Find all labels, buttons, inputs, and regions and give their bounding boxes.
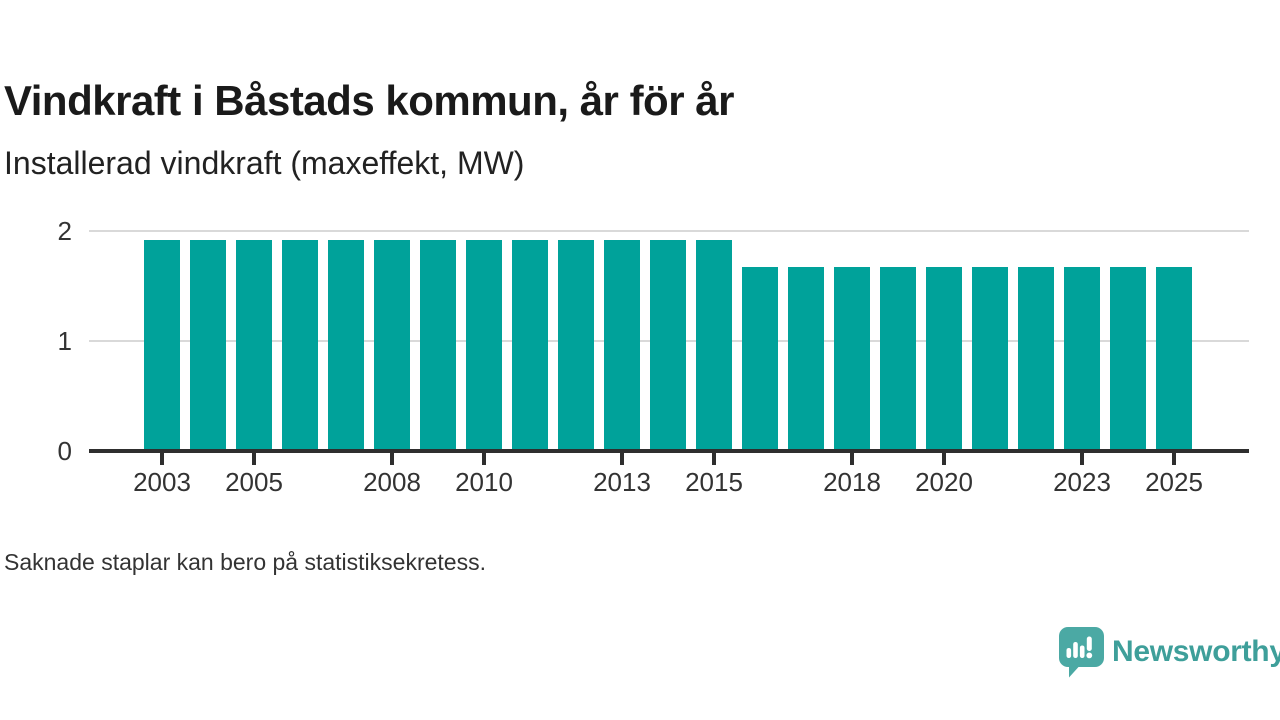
- x-axis-label-2020: 2020: [915, 467, 973, 497]
- bar-2018: [834, 267, 870, 449]
- bar-2025: [1156, 267, 1192, 449]
- gridline-y-2: [89, 230, 1249, 232]
- x-axis-label-2005: 2005: [225, 467, 283, 497]
- y-axis-label-2: 2: [57, 216, 72, 246]
- x-axis-label-2025: 2025: [1145, 467, 1203, 497]
- newsworthy-speech-bubble-chart-icon: [1059, 627, 1104, 678]
- x-axis-label-2008: 2008: [363, 467, 421, 497]
- x-axis-label-2018: 2018: [823, 467, 881, 497]
- bar-2012: [558, 240, 594, 449]
- x-tick-2020: [942, 449, 946, 465]
- chart-title: Vindkraft i Båstads kommun, år för år: [4, 77, 734, 125]
- bar-2006: [282, 240, 318, 449]
- bar-2019: [880, 267, 916, 449]
- bar-2008: [374, 240, 410, 449]
- x-tick-2018: [850, 449, 854, 465]
- x-axis-label-2023: 2023: [1053, 467, 1111, 497]
- bar-2010: [466, 240, 502, 449]
- x-tick-2015: [712, 449, 716, 465]
- bar-2023: [1064, 267, 1100, 449]
- bar-2017: [788, 267, 824, 449]
- x-tick-2023: [1080, 449, 1084, 465]
- x-axis-label-2010: 2010: [455, 467, 513, 497]
- x-tick-2025: [1172, 449, 1176, 465]
- x-tick-2005: [252, 449, 256, 465]
- bar-2004: [190, 240, 226, 449]
- footnote: Saknade staplar kan bero på statistiksek…: [4, 549, 486, 575]
- x-tick-2008: [390, 449, 394, 465]
- bar-2024: [1110, 267, 1146, 449]
- newsworthy-logo: Newsworthy: [1056, 626, 1280, 678]
- bar-2013: [604, 240, 640, 449]
- x-axis-line: [89, 449, 1249, 453]
- bar-2011: [512, 240, 548, 449]
- x-axis-label-2013: 2013: [593, 467, 651, 497]
- bar-2015: [696, 240, 732, 449]
- x-tick-2003: [160, 449, 164, 465]
- bar-2016: [742, 267, 778, 449]
- bar-2009: [420, 240, 456, 449]
- x-axis-label-2015: 2015: [685, 467, 743, 497]
- bar-2005: [236, 240, 272, 449]
- bar-2022: [1018, 267, 1054, 449]
- bar-2007: [328, 240, 364, 449]
- bar-2014: [650, 240, 686, 449]
- y-axis-label-1: 1: [57, 326, 72, 356]
- bar-2021: [972, 267, 1008, 449]
- x-tick-2013: [620, 449, 624, 465]
- x-tick-2010: [482, 449, 486, 465]
- newsworthy-logo-text: Newsworthy: [1112, 635, 1280, 668]
- plot-area: 0 1 2 2003 2005 2008 2010 2013 2015 2018 2020 2023 2…: [0, 200, 1280, 500]
- x-axis-label-2003: 2003: [133, 467, 191, 497]
- chart-subtitle: Installerad vindkraft (maxeffekt, MW): [4, 145, 525, 181]
- bar-2020: [926, 267, 962, 449]
- y-axis-label-0: 0: [57, 436, 72, 466]
- bar-2003: [144, 240, 180, 449]
